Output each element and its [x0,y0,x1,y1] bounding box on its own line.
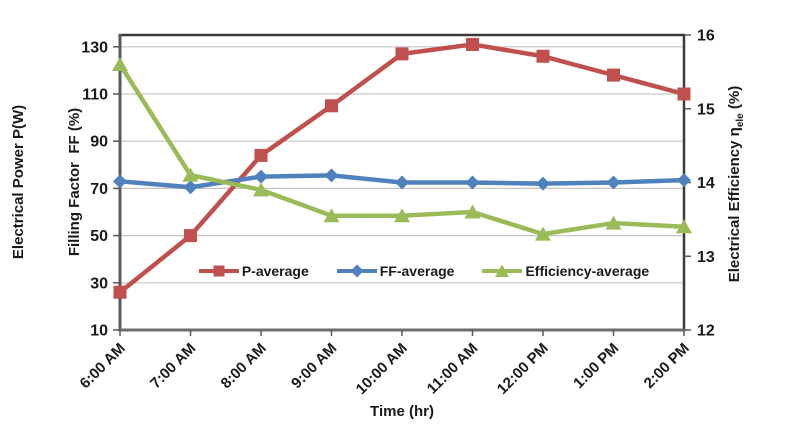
legend-item-FF-average: FF-average [336,263,455,279]
legend-label: P-average [241,263,309,279]
y-left-tick-label: 130 [81,39,108,56]
legend-triangle-swatch [482,264,523,277]
data-point-Efficiency-average-1:00 PM [605,215,622,230]
data-point-FF-average-10:00 AM [395,175,409,190]
y-right-tick-label: 13 [697,249,715,266]
x-tick-label: 7:00 AM [147,340,199,392]
legend-marker-square [213,265,225,277]
x-tick-label: 11:00 AM [424,340,482,398]
data-point-FF-average-6:00 AM [113,174,127,189]
y-right-tick-label: 15 [697,101,715,118]
data-point-FF-average-11:00 AM [465,175,480,190]
data-point-FF-average-8:00 AM [254,169,268,184]
y-left-tick-label: 50 [90,228,108,245]
legend-item-Efficiency-average: Efficiency-average [482,263,649,279]
y-left-tick-label: 110 [82,87,108,104]
data-point-Efficiency-average-11:00 AM [464,204,481,219]
right-axis-title-suffix: (%) [726,85,743,114]
data-point-P-average-11:00 AM [466,37,479,51]
y-left-tick-label: 90 [90,134,108,151]
data-point-P-average-8:00 AM [254,148,268,162]
data-point-Efficiency-average-2:00 PM [676,219,692,234]
right-axis-title-sub: ele [735,113,746,128]
data-point-FF-average-12:00 PM [536,176,550,191]
x-tick-label: 6:00 AM [77,340,129,392]
legend: P-average FF-average Efficiency-average [142,258,706,284]
data-point-FF-average-1:00 PM [606,175,621,190]
left-axis-title-line2: Filling Factor FF (%) [65,107,83,257]
x-tick-label: 12:00 PM [494,340,552,398]
x-axis-title: Time (hr) [370,403,434,420]
data-point-P-average-10:00 AM [395,47,409,61]
x-tick-label: 2:00 PM [641,340,693,392]
data-point-FF-average-2:00 PM [677,173,691,188]
legend-marker-triangle [495,264,510,277]
data-point-FF-average-7:00 AM [183,180,198,195]
data-point-Efficiency-average-12:00 PM [535,226,551,241]
legend-marker-diamond [350,264,364,278]
data-point-P-average-7:00 AM [184,229,197,243]
y-right-tick-label: 16 [697,28,715,45]
y-right-tick-label: 12 [697,323,715,340]
right-axis-title: Electrical Efficiency ηele (%) [726,86,746,282]
data-point-Efficiency-average-8:00 AM [253,182,269,197]
data-point-Efficiency-average-9:00 AM [323,208,340,223]
y-left-tick-label: 10 [90,323,108,340]
left-axis-title: Electrical Power P(W) Filling Factor FF … [0,105,122,259]
right-axis-title-main: Electrical Efficiency η [726,127,743,283]
data-point-P-average-1:00 PM [607,68,620,82]
legend-diamond-swatch [336,264,377,278]
y-right-tick-label: 14 [697,175,715,192]
legend-item-P-average: P-average [198,263,309,279]
data-point-P-average-12:00 PM [536,49,550,63]
legend-square-swatch [198,265,239,277]
legend-label: FF-average [379,263,455,279]
y-left-tick-label: 70 [90,181,108,198]
data-point-Efficiency-average-10:00 AM [394,208,410,223]
series-line-P-average [117,42,687,295]
data-point-FF-average-9:00 AM [324,168,339,183]
data-point-Efficiency-average-6:00 AM [112,57,128,71]
data-point-P-average-2:00 PM [677,87,691,101]
data-point-P-average-9:00 AM [325,99,338,113]
x-tick-label: 10:00 AM [353,340,411,398]
data-point-Efficiency-average-7:00 AM [182,167,199,182]
x-tick-label: 1:00 PM [570,340,622,392]
left-axis-title-line1: Electrical Power P(W) [9,104,27,260]
y-left-tick-label: 30 [90,275,108,292]
legend-label: Efficiency-average [525,263,650,279]
x-tick-label: 9:00 AM [288,340,340,392]
x-tick-label: 8:00 AM [218,340,270,392]
data-point-P-average-6:00 AM [113,285,127,299]
